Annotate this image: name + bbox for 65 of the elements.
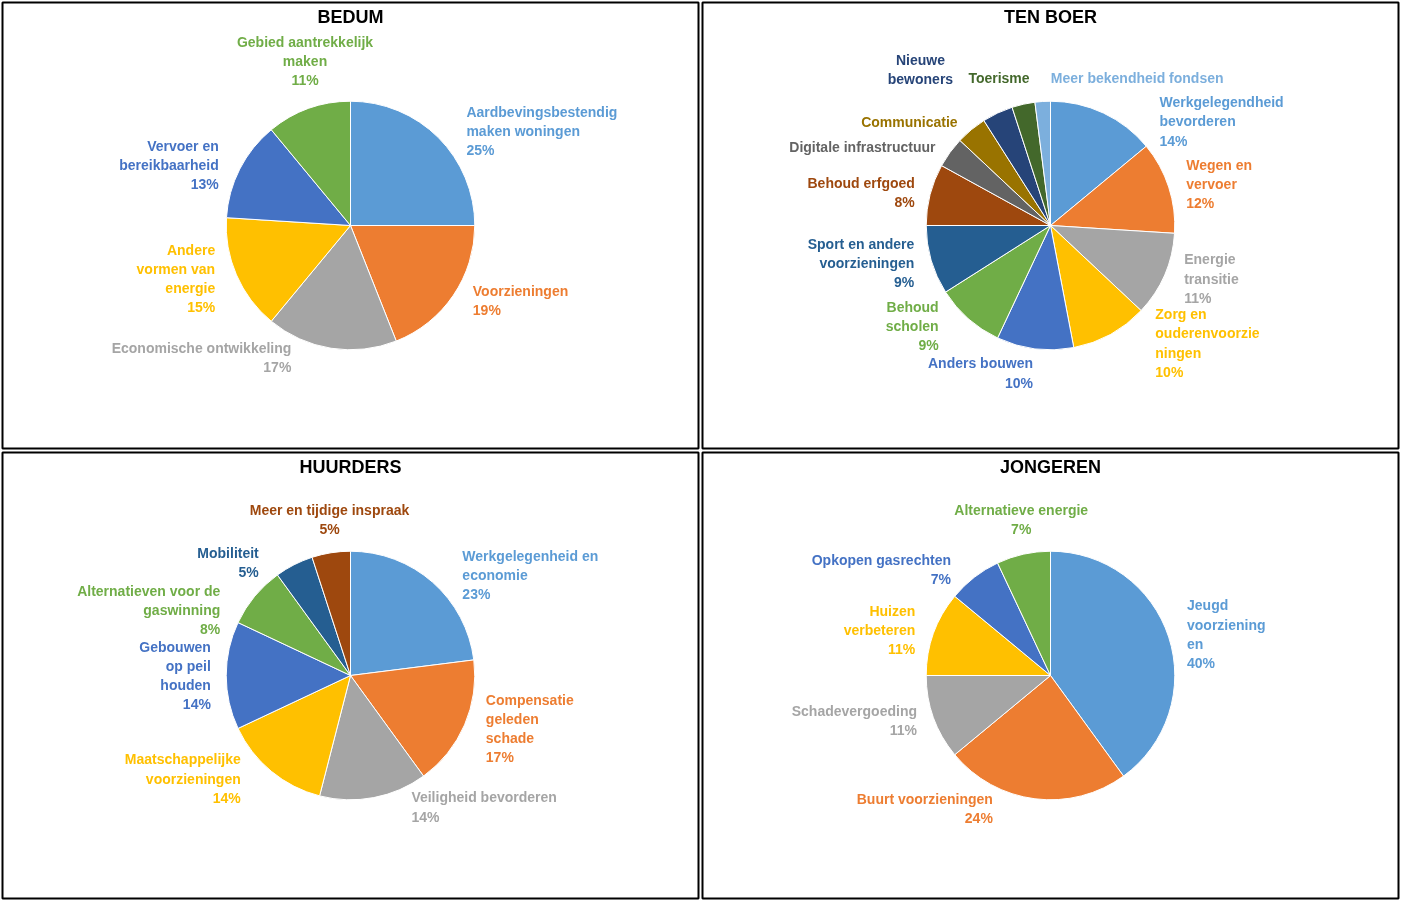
slice-label: Economische ontwikkeling <box>111 340 292 357</box>
data-label: 9% <box>918 337 940 354</box>
data-label: 7% <box>930 571 952 588</box>
slice-label: Jeugd voorziening en <box>1187 597 1266 652</box>
slice-label: Energie transitie <box>1184 251 1239 287</box>
data-label: 14% <box>411 808 440 825</box>
slice-label: Behoud erfgoed <box>807 174 915 191</box>
data-label: 23% <box>462 586 491 603</box>
slice-label: Schadevergoeding <box>791 703 918 720</box>
data-label: 17% <box>485 749 515 766</box>
slice-label: Digitale infrastructuur <box>789 138 937 155</box>
slice-label: Communicatie <box>861 114 958 131</box>
data-label: 40% <box>1187 654 1216 671</box>
data-label: 11% <box>291 71 320 88</box>
slice-label: Gebied aantrekkelijk maken <box>236 33 374 69</box>
slice-label: Meer en tijdige inspraak <box>249 501 410 518</box>
chart-title: BEDUM <box>317 7 384 28</box>
slice-label: Behoud scholen <box>885 298 939 334</box>
slice-label: Anders bouwen <box>928 355 1034 372</box>
slice-label: Werkgelegenheid en economie <box>462 547 599 584</box>
chart-title: HUURDERS <box>299 457 402 478</box>
slice-label: Veiligheid bevorderen <box>411 789 557 806</box>
slice-label: Werkgelegendheid bevorderen <box>1159 94 1284 130</box>
slice-label: Wegen en vervoer <box>1186 156 1253 193</box>
data-label: 5% <box>238 564 260 581</box>
data-label: 5% <box>319 521 341 537</box>
data-label: 19% <box>472 302 502 319</box>
slice-label: Maatschappelijke voorzieningen <box>124 751 241 787</box>
slice-label: Toerisme <box>968 70 1030 87</box>
data-label: 14% <box>212 789 242 806</box>
slice-label: Buurt voorzieningen <box>856 790 993 807</box>
data-label: 15% <box>187 299 216 316</box>
data-label: 25% <box>466 142 495 159</box>
slice-label: Nieuwe bewoners <box>887 51 954 87</box>
slice-label: Huizen verbeteren <box>843 602 916 639</box>
data-label: 24% <box>964 809 994 826</box>
slice-label: Opkopen gasrechten <box>811 552 951 569</box>
chart-title: TEN BOER <box>1004 7 1098 28</box>
slice-label: Alternatieve energie <box>954 501 1089 518</box>
slice-label: Aardbevingsbestendig maken woningen <box>466 103 618 139</box>
slice-label: Alternatieven voor de gaswinning <box>77 582 221 618</box>
slice-label: Andere vormen van energie <box>136 241 216 297</box>
data-label: 14% <box>182 696 212 713</box>
slice-label: Vervoer en bereikbaarheid <box>119 137 219 173</box>
slice-label: Meer bekendheid fondsen <box>1050 70 1224 87</box>
data-label: 7% <box>1011 521 1032 537</box>
slice-label: Sport en andere voorzieningen <box>807 235 915 271</box>
data-label: 14% <box>1159 132 1189 149</box>
data-label: 17% <box>263 359 292 376</box>
slice-label: Compensatie geleden schade <box>485 691 574 747</box>
data-label: 8% <box>200 621 221 638</box>
data-label: 12% <box>1186 195 1215 212</box>
slice-label: Voorzieningen <box>472 283 569 300</box>
slice-label: Mobiliteit <box>197 545 260 562</box>
data-label: 10% <box>1004 374 1034 391</box>
data-label: 11% <box>889 722 918 739</box>
data-label: 8% <box>894 193 916 210</box>
data-label: 11% <box>1184 289 1212 306</box>
data-label: 11% <box>888 641 916 658</box>
slice-label: Gebouwen op peil houden <box>139 638 211 694</box>
chart-title: JONGEREN <box>999 457 1102 478</box>
slice-label: Zorg en ouderenvoorzie ningen <box>1155 306 1260 361</box>
data-label: 9% <box>894 274 915 291</box>
data-label: 13% <box>190 175 220 192</box>
data-label: 10% <box>1155 363 1184 380</box>
